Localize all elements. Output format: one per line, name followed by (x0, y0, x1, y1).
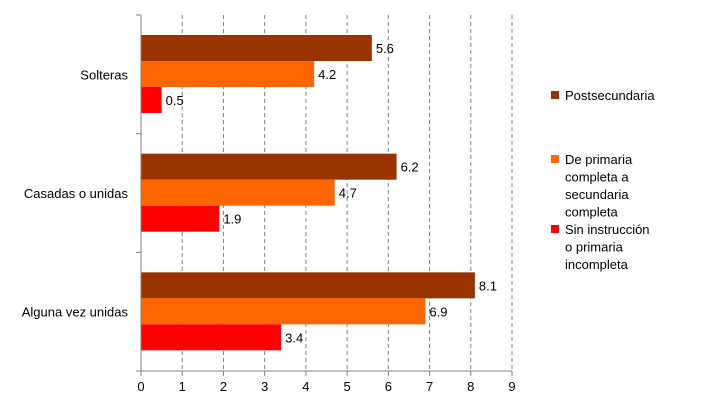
legend-text-1-3: completa (565, 205, 619, 220)
bar-2-1 (141, 298, 426, 325)
x-tick-label-0: 0 (137, 379, 144, 394)
bar-2-2 (141, 324, 282, 351)
legend-text-1-0: De primaria (565, 152, 633, 167)
x-tick-label-1: 1 (179, 379, 186, 394)
legend-text-2-1: o primaria (565, 240, 624, 255)
x-tick-label-8: 8 (467, 379, 474, 394)
x-tick-label-9: 9 (508, 379, 515, 394)
category-label-1: Casadas o unidas (24, 186, 129, 201)
x-tick-label-7: 7 (426, 379, 433, 394)
data-label-1-0: 6.2 (401, 160, 419, 175)
bar-0-2 (141, 87, 162, 113)
data-label-1-2: 1.9 (223, 212, 241, 227)
legend-swatch-2 (551, 225, 559, 233)
category-label-2: Alguna vez unidas (22, 305, 129, 320)
legend: Postsecundaria De primaria completa a secun… (551, 88, 655, 272)
bar-2-0 (141, 272, 475, 299)
x-tick-label-3: 3 (261, 379, 268, 394)
data-label-2-0: 8.1 (479, 278, 497, 293)
bar-1-0 (141, 153, 397, 180)
x-tick-label-2: 2 (220, 379, 227, 394)
x-tick-label-6: 6 (385, 379, 392, 394)
bar-1-2 (141, 205, 220, 232)
bars (141, 35, 475, 351)
x-tick-label-5: 5 (343, 379, 350, 394)
bar-1-1 (141, 179, 335, 206)
legend-swatch-0 (551, 91, 559, 99)
labels: 5.6 4.2 0.5 Solteras 6.2 4.7 1.9 Casadas o unid… (22, 41, 516, 394)
data-label-1-1: 4.7 (339, 186, 357, 201)
legend-text-2-0: Sin instrucción (565, 222, 650, 237)
data-label-2-1: 6.9 (429, 304, 447, 319)
category-label-0: Solteras (80, 67, 128, 82)
axes (136, 14, 513, 376)
bar-0-0 (141, 35, 372, 61)
data-label-0-0: 5.6 (376, 41, 394, 56)
x-tick-label-4: 4 (302, 379, 309, 394)
data-label-0-1: 4.2 (318, 67, 336, 82)
legend-text-0-0: Postsecundaria (565, 88, 655, 103)
data-label-0-2: 0.5 (166, 93, 184, 108)
legend-text-1-2: secundaria (565, 187, 629, 202)
legend-text-1-1: completa a (565, 170, 629, 185)
bar-0-1 (141, 61, 315, 87)
data-label-2-2: 3.4 (285, 330, 303, 345)
legend-text-2-2: incompleta (565, 257, 629, 272)
legend-swatch-1 (551, 155, 559, 163)
